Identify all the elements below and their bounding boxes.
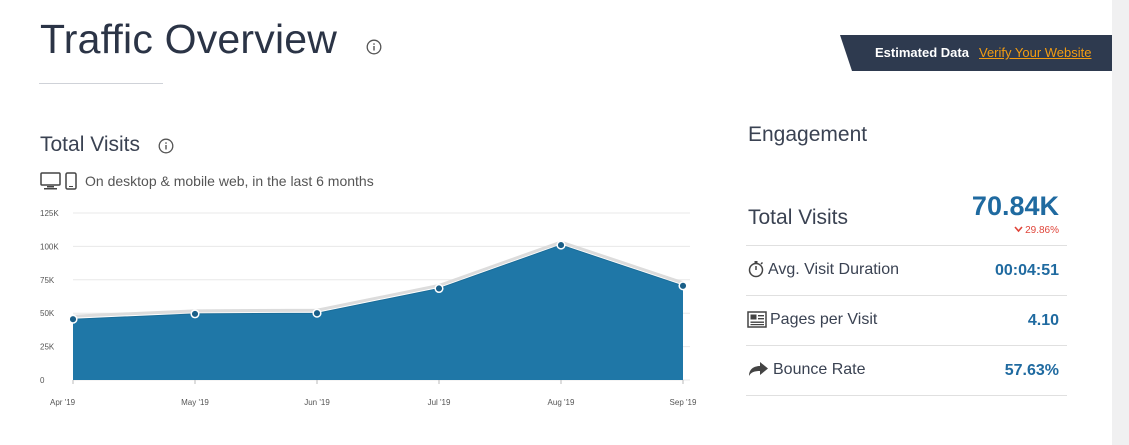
- desktop-icon: [40, 172, 61, 190]
- verify-website-link[interactable]: Verify Your Website: [979, 45, 1092, 60]
- visits-area: [73, 245, 683, 380]
- x-tick-label: Apr '19: [50, 398, 76, 407]
- total-visits-title: Total Visits: [40, 133, 140, 156]
- title-underline: [39, 83, 163, 84]
- change-percent: 29.86%: [1025, 225, 1059, 236]
- y-tick-label: 50K: [40, 309, 55, 318]
- page-title: Traffic Overview: [40, 16, 338, 62]
- engagement-row-pages: [746, 296, 1067, 346]
- pages-per-visit-label: Pages per Visit: [770, 311, 878, 328]
- bounce-rate-value: 57.63%: [1004, 362, 1059, 379]
- engagement-total-row: [746, 190, 1067, 246]
- scroll-gutter: [1112, 0, 1129, 445]
- estimated-data-banner: Estimated Data Verify Your Website: [840, 35, 1112, 71]
- info-icon[interactable]: [366, 39, 382, 55]
- y-tick-label: 25K: [40, 343, 55, 352]
- pages-icon: [747, 311, 767, 328]
- avg-visit-duration-label: Avg. Visit Duration: [768, 261, 900, 278]
- data-point[interactable]: [678, 281, 688, 291]
- x-tick-label: Sep '19: [670, 398, 697, 407]
- bounce-rate-label: Bounce Rate: [773, 361, 866, 378]
- data-point[interactable]: [434, 283, 444, 294]
- data-point[interactable]: [190, 309, 200, 319]
- estimated-data-label: Estimated Data: [875, 45, 969, 60]
- data-point[interactable]: [556, 240, 566, 250]
- y-tick-label: 75K: [40, 276, 55, 285]
- pages-per-visit-value: 4.10: [1027, 312, 1059, 329]
- x-tick-label: Jul '19: [428, 398, 451, 407]
- total-visits-label: Total Visits: [748, 206, 848, 229]
- data-point[interactable]: [68, 314, 78, 324]
- y-tick-label: 125K: [40, 209, 59, 218]
- banner-shape: [840, 35, 1112, 71]
- area-shadow: [72, 240, 684, 318]
- total-visits-change: 29.86%: [1014, 225, 1059, 236]
- mobile-icon: [65, 172, 77, 190]
- engagement-row-duration: [746, 246, 1067, 296]
- x-tick-label: May '19: [181, 398, 209, 407]
- x-tick-label: Aug '19: [548, 398, 575, 407]
- avg-visit-duration-value: 00:04:51: [994, 262, 1059, 279]
- visits-line: [72, 244, 684, 320]
- stopwatch-icon: [748, 261, 764, 278]
- engagement-row-bounce: [746, 346, 1067, 396]
- visits-description: On desktop & mobile web, in the last 6 m…: [85, 173, 374, 189]
- total-visits-value: 70.84K: [971, 191, 1059, 221]
- y-tick-label: 100K: [40, 242, 59, 251]
- data-point[interactable]: [312, 308, 322, 318]
- device-icons: [40, 172, 77, 190]
- total-visits-chart: 0 25K 50K 75K 100K 125K Apr '19 May '19 Jun '19 J…: [40, 209, 697, 407]
- chevron-down-icon: [1014, 226, 1023, 233]
- info-icon[interactable]: [158, 138, 174, 154]
- bounce-arrow-icon: [749, 362, 768, 376]
- x-tick-label: Jun '19: [304, 398, 330, 407]
- engagement-title: Engagement: [748, 123, 868, 146]
- y-tick-label: 0: [40, 376, 45, 385]
